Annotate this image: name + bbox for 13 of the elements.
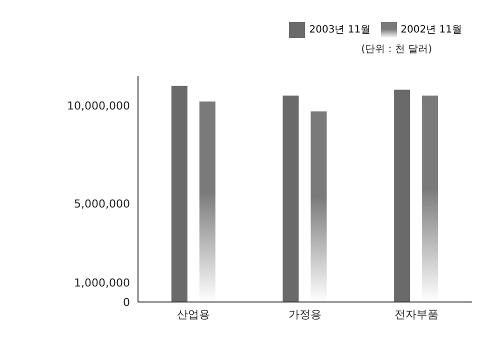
y-tick-label: 10,000,000: [67, 99, 130, 112]
legend-label: 2002년 11월: [400, 24, 462, 36]
y-tick-label: 1,000,000: [74, 276, 130, 290]
x-tick-label: 전자부품: [394, 308, 438, 321]
y-tick-label: 0: [123, 296, 130, 309]
y-tick-label: 5,000,000: [74, 198, 130, 211]
bar: [171, 86, 188, 302]
bar: [282, 96, 299, 302]
text: (단위 : 천 달러): [361, 43, 432, 56]
legend-label: 2003년 11월: [309, 24, 371, 36]
x-tick-label: 산업용: [177, 308, 210, 321]
x-tick-label: 가정용: [288, 308, 322, 321]
bar: [394, 90, 410, 302]
